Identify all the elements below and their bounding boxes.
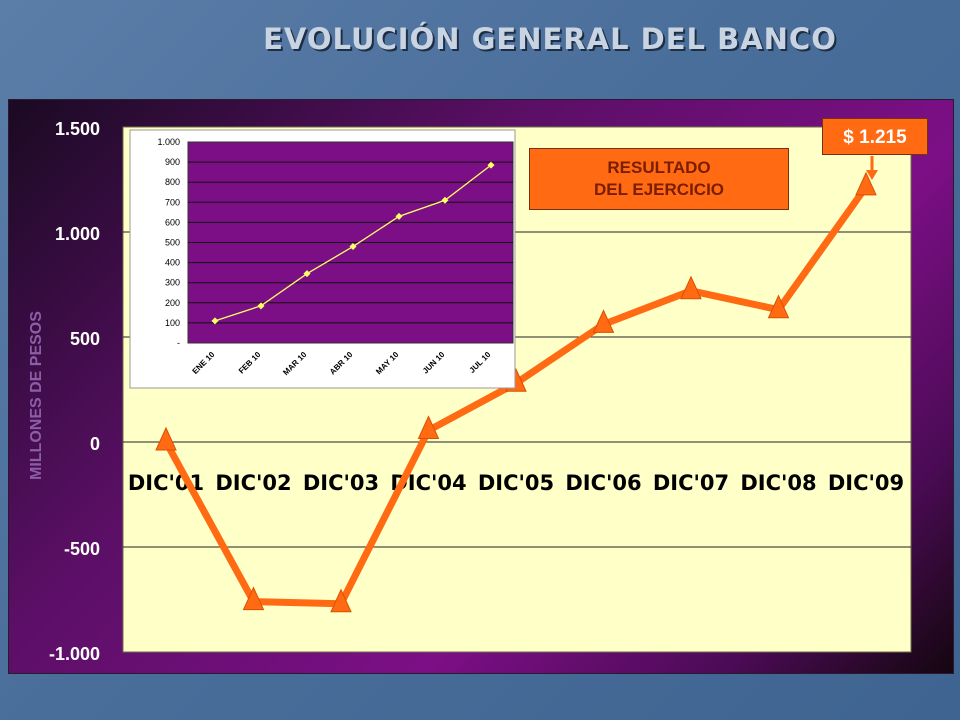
inset-data-marker: [395, 212, 403, 220]
page-title: EVOLUCIÓN GENERAL DEL BANCO: [263, 22, 837, 56]
inset-data-marker: [257, 302, 265, 310]
y-axis-label: MILLONES DE PESOS: [28, 311, 45, 480]
inset-y-tick-label: 1.000: [157, 137, 180, 147]
main-x-tick-label: DIC'06: [565, 471, 641, 495]
main-data-marker: [855, 171, 877, 196]
callout-arrow-head: [866, 170, 878, 180]
inset-data-marker: [349, 243, 357, 251]
value-callout: $ 1.215: [822, 118, 928, 155]
inset-y-tick-label: 500: [165, 238, 180, 248]
inset-y-tick-label: 600: [165, 217, 180, 227]
inset-y-tick-label: 100: [165, 318, 180, 328]
inset-y-tick-label: -: [177, 338, 180, 348]
result-callout: RESULTADO DEL EJERCICIO: [529, 148, 789, 210]
main-y-tick-label: 500: [70, 329, 100, 349]
main-x-tick-label: DIC'07: [653, 471, 729, 495]
main-y-tick-label: 0: [90, 434, 100, 454]
inset-y-tick-label: 300: [165, 278, 180, 288]
main-data-marker: [680, 275, 702, 300]
inset-y-tick-label: 700: [165, 197, 180, 207]
main-data-marker: [330, 588, 352, 613]
main-x-tick-label: DIC'02: [215, 471, 291, 495]
main-data-marker: [592, 309, 615, 333]
result-callout-line-1: RESULTADO: [607, 158, 711, 177]
inset-y-tick-label: 400: [165, 258, 180, 268]
main-x-tick-label: DIC'03: [303, 471, 379, 495]
main-y-tick-label: -1.000: [49, 644, 100, 664]
main-y-tick-label: 1.000: [55, 224, 100, 244]
inset-data-marker: [441, 196, 449, 204]
main-data-marker: [242, 586, 265, 611]
inset-data-marker: [487, 161, 495, 169]
main-data-marker: [417, 415, 440, 439]
inset-data-marker: [211, 317, 219, 325]
main-x-tick-label: DIC'05: [478, 471, 554, 495]
inset-y-tick-label: 200: [165, 298, 180, 308]
result-callout-line-2: DEL EJERCICIO: [593, 180, 725, 199]
inset-y-tick-label: 900: [165, 157, 180, 167]
main-y-tick-label: 1.500: [55, 119, 100, 139]
main-data-marker: [767, 294, 790, 319]
main-x-tick-label: DIC'09: [828, 471, 904, 495]
main-data-marker: [155, 426, 177, 451]
inset-y-tick-label: 800: [165, 177, 180, 187]
main-y-tick-label: -500: [64, 539, 100, 559]
inset-data-marker: [303, 270, 311, 278]
main-x-tick-label: DIC'08: [740, 471, 816, 495]
